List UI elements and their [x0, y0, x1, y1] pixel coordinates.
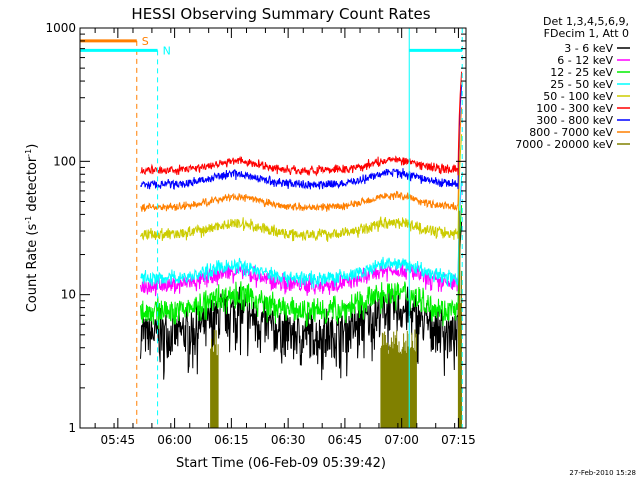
series-line-8 — [210, 210, 462, 428]
legend-label-4: 50 - 100 keV — [543, 90, 613, 103]
series-line-5 — [140, 71, 463, 177]
series-line-7 — [140, 107, 463, 212]
x-tick-label-1: 06:00 — [157, 433, 192, 447]
legend-header-line-1: Det 1,3,4,5,6,9, — [543, 15, 629, 28]
x-tick-label-6: 07:15 — [441, 433, 476, 447]
x-axis-label: Start Time (06-Feb-09 05:39:42) — [176, 456, 386, 471]
legend-label-3: 25 - 50 keV — [550, 78, 613, 91]
y-tick-label-1: 10 — [61, 288, 76, 302]
y-tick-label-2: 100 — [53, 154, 76, 168]
series-line-2 — [140, 205, 463, 330]
flag-label-S: S — [142, 35, 149, 48]
legend-label-6: 300 - 800 keV — [536, 114, 613, 127]
legend-label-7: 800 - 7000 keV — [529, 126, 613, 139]
legend-label-8: 7000 - 20000 keV — [515, 138, 613, 151]
legend-label-2: 12 - 25 keV — [550, 66, 613, 79]
y-axis-label: Count Rate (s-1 detector-1) — [24, 144, 40, 313]
x-tick-label-3: 06:30 — [271, 433, 306, 447]
plot-frame — [79, 27, 467, 429]
y-tick-label-0: 1 — [68, 421, 76, 435]
x-tick-label-2: 06:15 — [214, 433, 249, 447]
legend-label-0: 3 - 6 keV — [564, 42, 613, 55]
series-line-6 — [140, 84, 463, 190]
footer-date: 27-Feb-2010 15:28 — [569, 469, 636, 477]
series-line-3 — [140, 176, 463, 289]
chart-title: HESSI Observing Summary Count Rates — [131, 5, 430, 23]
legend: Det 1,3,4,5,6,9, FDecim 1, Att 0 3 - 6 k… — [515, 15, 630, 151]
x-tick-label-4: 06:45 — [328, 433, 363, 447]
legend-label-5: 100 - 300 keV — [536, 102, 613, 115]
x-tick-label-5: 07:00 — [384, 433, 419, 447]
flag-label-N: N — [163, 44, 171, 57]
legend-header-line-2: FDecim 1, Att 0 — [544, 27, 629, 40]
y-tick-label-3: 1000 — [45, 21, 76, 35]
plot-area: S N 1 10 100 1000 05:45 06:00 06:15 06:30 06:45 07:… — [45, 21, 475, 447]
x-tick-label-0: 05:45 — [101, 433, 136, 447]
legend-label-1: 6 - 12 keV — [557, 54, 613, 67]
series-line-0 — [140, 221, 463, 381]
series-line-4 — [140, 134, 463, 242]
